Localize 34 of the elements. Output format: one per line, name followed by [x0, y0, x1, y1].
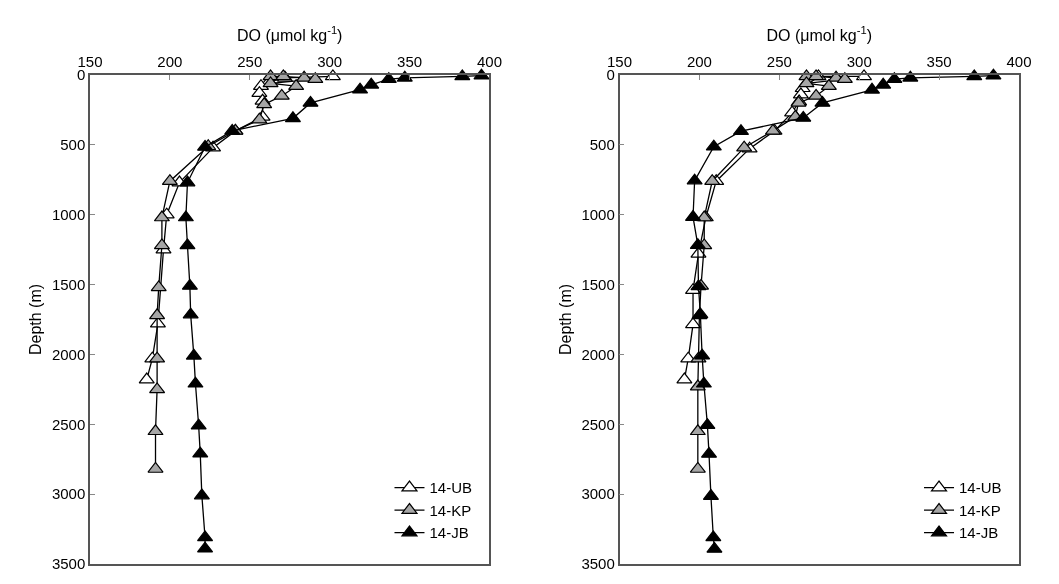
y-tick-label: 1000 — [581, 205, 615, 223]
y-axis-title: Depth (m) — [27, 283, 45, 356]
y-tick-label: 3500 — [581, 555, 615, 573]
y-tick-label: 2000 — [581, 345, 615, 363]
y-tick-label: 2000 — [51, 345, 86, 363]
y-tick-label: 1000 — [51, 205, 86, 223]
x-tick-label: 350 — [397, 53, 423, 71]
x-tick-label: 200 — [686, 53, 712, 71]
x-axis-title: DO (μmol kg$^{-1}$) — [237, 23, 343, 44]
legend-label: 14-UB — [959, 479, 1002, 497]
x-tick-label: 300 — [846, 53, 872, 71]
y-tick-label: 500 — [589, 136, 615, 154]
x-tick-label: 200 — [157, 53, 183, 71]
x-tick-label: 250 — [237, 53, 263, 71]
legend-label: 14-KP — [959, 501, 1001, 519]
x-tick-label: 350 — [926, 53, 952, 71]
legend-label: 14-JB — [959, 524, 999, 542]
legend-label: 14-UB — [429, 479, 473, 497]
y-tick-label: 3500 — [51, 555, 86, 573]
x-tick-label: 400 — [476, 53, 502, 71]
y-tick-label: 2500 — [581, 415, 615, 433]
x-tick-label: 400 — [1006, 53, 1032, 71]
y-tick-label: 500 — [60, 136, 86, 154]
x-axis-title: DO (μmol kg$^{-1}$) — [766, 23, 872, 44]
y-tick-label: 1500 — [51, 275, 86, 293]
y-tick-label: 3000 — [51, 485, 86, 503]
y-tick-label: 2500 — [51, 415, 86, 433]
legend-label: 14-KP — [429, 501, 472, 519]
y-axis-title: Depth (m) — [556, 283, 574, 356]
legend-label: 14-JB — [429, 524, 469, 542]
y-tick-label: 1500 — [581, 275, 615, 293]
x-tick-label: 250 — [766, 53, 792, 71]
y-tick-label: 3000 — [581, 485, 615, 503]
x-tick-label: 300 — [317, 53, 343, 71]
